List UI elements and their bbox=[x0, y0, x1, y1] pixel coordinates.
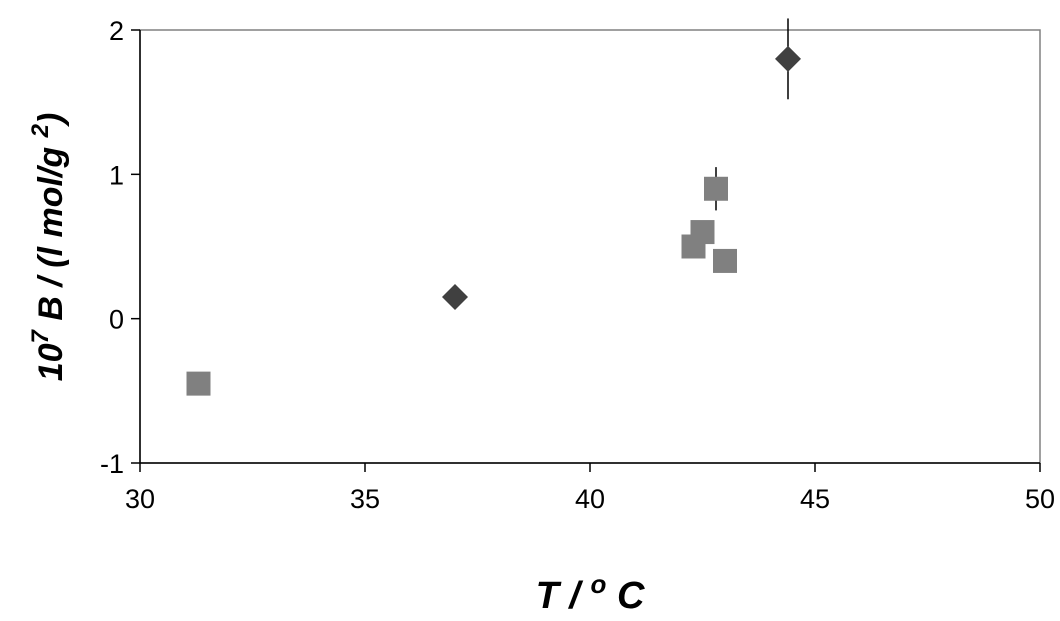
diamond-marker bbox=[442, 284, 468, 311]
axes: 30 35 40 45 50 -1 0 1 2 bbox=[100, 16, 1055, 514]
x-tick-label: 30 bbox=[125, 484, 155, 514]
y-tick-label: 0 bbox=[109, 305, 124, 335]
square-marker bbox=[690, 220, 715, 245]
x-axis-title-main: T / bbox=[536, 575, 591, 617]
y-axis-title-pre: 10 bbox=[32, 343, 70, 381]
plot-area bbox=[139, 29, 1041, 464]
square-marker bbox=[186, 371, 211, 396]
data-markers bbox=[186, 45, 801, 396]
x-tick-label: 45 bbox=[800, 484, 830, 514]
y-axis-title-sup1: 7 bbox=[27, 328, 54, 343]
x-tick-label: 40 bbox=[575, 484, 605, 514]
x-axis-title-sup: o bbox=[591, 569, 607, 599]
square-marker bbox=[704, 176, 728, 201]
x-axis-title-tail: C bbox=[606, 575, 645, 617]
y-tick-label: 2 bbox=[109, 16, 124, 46]
x-axis-title: T / o C bbox=[536, 569, 645, 617]
x-tick-label: 35 bbox=[350, 484, 380, 514]
y-axis-title-sup2: 2 bbox=[27, 123, 54, 138]
y-tick-label: -1 bbox=[100, 449, 124, 479]
diamond-marker bbox=[775, 45, 801, 72]
y-tick-label: 1 bbox=[109, 160, 124, 190]
y-axis-title: 107 B / (l mol/g 2) bbox=[27, 113, 70, 382]
y-axis-title-mid: B / (l mol/g bbox=[32, 137, 70, 330]
x-tick-label: 50 bbox=[1025, 484, 1055, 514]
y-axis-title-tail: ) bbox=[32, 113, 70, 127]
square-marker bbox=[713, 248, 737, 273]
